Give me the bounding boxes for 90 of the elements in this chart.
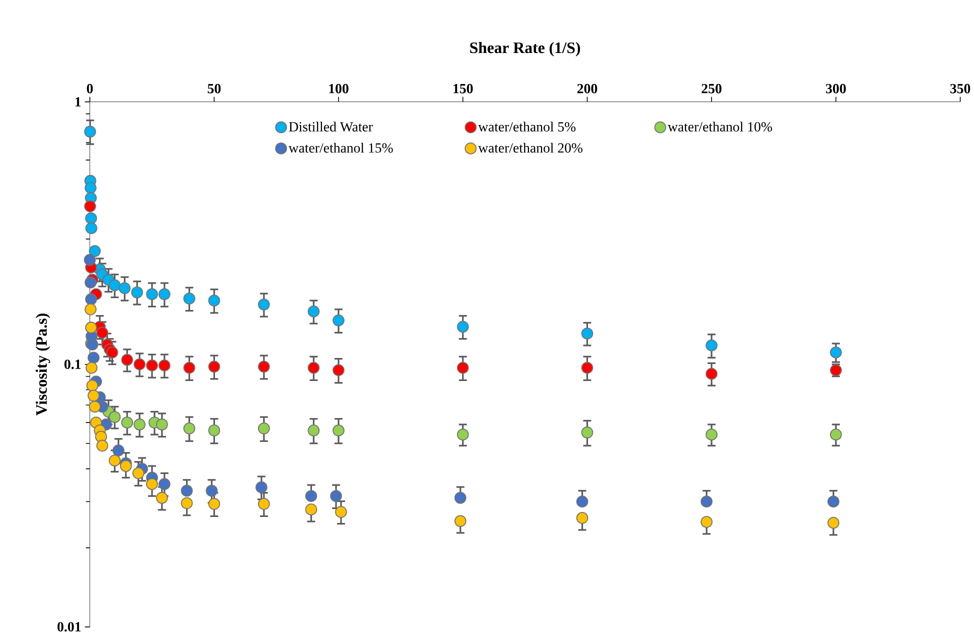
point: [88, 352, 100, 364]
x-tick-label: 300: [826, 84, 846, 94]
legend-label: water/ethanol 20%: [478, 142, 582, 153]
y-tick-label: 0.1: [64, 360, 81, 370]
point: [581, 426, 594, 438]
point: [827, 516, 840, 529]
point: [827, 496, 840, 508]
point: [308, 306, 320, 318]
point: [456, 362, 469, 374]
point: [706, 428, 718, 441]
x-tick-label: 50: [208, 84, 221, 94]
point: [258, 360, 270, 373]
point: [581, 362, 594, 374]
point: [576, 512, 588, 524]
point: [85, 293, 98, 306]
point: [88, 400, 101, 413]
point: [332, 424, 344, 436]
point: [84, 276, 97, 288]
point: [258, 422, 270, 434]
point: [86, 362, 98, 374]
y-axis-title: Viscosity (Pa.s): [36, 314, 50, 416]
point: [96, 440, 108, 452]
point: [706, 368, 718, 380]
point: [146, 360, 158, 372]
point: [146, 478, 158, 490]
point: [258, 298, 270, 310]
x-tick-label: 150: [454, 84, 473, 94]
y-tick-label: 0.01: [58, 622, 81, 632]
legend-label: water/ethanol 5%: [478, 122, 576, 132]
point: [85, 322, 98, 334]
point: [158, 360, 170, 372]
legend-label: Distilled Water: [288, 122, 373, 132]
point: [830, 428, 842, 441]
point: [454, 492, 466, 504]
point: [208, 360, 220, 373]
point: [85, 222, 98, 234]
point: [121, 354, 134, 366]
point: [158, 288, 170, 300]
point: [146, 288, 158, 300]
point: [332, 364, 344, 376]
point: [208, 424, 220, 436]
point: [121, 416, 134, 429]
point: [700, 496, 713, 508]
point: [84, 182, 97, 194]
point: [706, 340, 718, 352]
point: [88, 245, 101, 258]
point: [456, 320, 469, 333]
point: [183, 422, 196, 434]
point: [255, 481, 268, 494]
point: [258, 498, 270, 510]
point: [180, 497, 193, 510]
x-tick-label: 100: [329, 84, 348, 94]
point: [84, 303, 97, 316]
point: [118, 282, 131, 294]
point: [183, 292, 196, 305]
point: [131, 286, 144, 298]
point: [335, 506, 347, 518]
point: [84, 126, 96, 138]
point: [84, 200, 96, 212]
point: [456, 428, 469, 441]
point: [305, 504, 318, 516]
point: [581, 328, 594, 340]
y-tick-label: 1: [76, 97, 81, 106]
point: [84, 254, 96, 266]
legend-label: water/ethanol 15%: [288, 142, 393, 153]
x-tick-label: 200: [577, 84, 598, 94]
x-tick-label: 0: [86, 84, 93, 94]
legend-label: water/ethanol 10%: [668, 122, 772, 132]
point: [830, 346, 842, 358]
x-tick-label: 250: [702, 84, 722, 94]
point: [134, 418, 146, 430]
point: [330, 490, 342, 502]
point: [86, 380, 98, 392]
point: [183, 362, 196, 374]
point: [120, 460, 132, 472]
point: [308, 424, 320, 436]
point: [305, 490, 318, 502]
point: [180, 484, 193, 497]
point: [85, 212, 98, 224]
point: [332, 314, 344, 326]
point: [156, 418, 168, 430]
point: [88, 390, 100, 402]
point: [308, 362, 320, 374]
point: [208, 294, 220, 307]
x-tick-label: 350: [950, 84, 970, 94]
x-axis-title: Shear Rate (1/S): [470, 42, 580, 56]
point: [454, 515, 466, 528]
point: [700, 516, 713, 528]
point: [576, 496, 588, 508]
point: [134, 358, 146, 370]
